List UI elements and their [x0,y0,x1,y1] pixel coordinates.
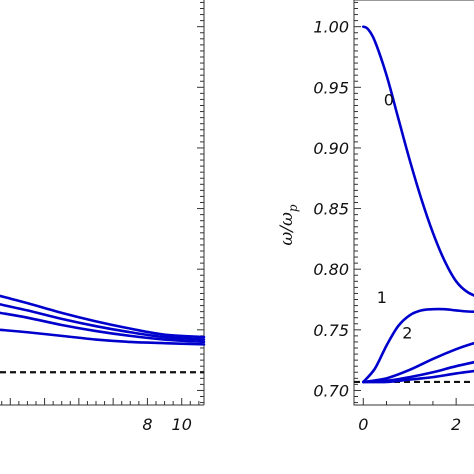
right-curve-label-1: 1 [377,288,387,307]
left-series-line-0 [0,294,206,339]
right-series-group [361,25,474,384]
right-ticks [354,1,457,405]
right-series-line-2 [361,341,474,384]
right-series-line-4 [361,369,474,384]
right-series-line-0 [361,25,474,297]
right-y-tick-label-0.75: 0.75 [313,321,349,340]
right-y-tick-label-0.90: 0.90 [313,139,349,158]
right-y-axis-title: ω/ωp [277,204,300,245]
y-axis-title-main: ω/ω [277,212,297,246]
left-x-tick-label-8: 8 [142,415,152,434]
left-plot-panel: 8 10 [0,0,206,434]
right-plot-panel: 0.70 0.75 0.80 0.85 0.90 0.95 1.00 0 2 0… [277,0,474,434]
right-y-tick-label-0.85: 0.85 [313,200,349,219]
right-y-tick-label-1.00: 1.00 [313,18,349,37]
left-x-tick-label-10: 10 [172,415,192,434]
right-curve-label-2: 2 [402,323,412,342]
right-y-tick-label-0.70: 0.70 [313,381,349,400]
right-y-tick-label-0.80: 0.80 [313,260,349,279]
svg-text:ω/ωp: ω/ωp [277,204,300,245]
right-curve-label-0: 0 [384,90,394,109]
left-series-group [0,294,206,346]
right-x-tick-label-2: 2 [451,415,461,434]
right-x-tick-label-0: 0 [358,415,368,434]
right-plot-frame [353,0,474,406]
right-series-line-1 [361,307,474,384]
left-series-line-1 [0,303,206,341]
left-series-line-2 [0,311,206,344]
left-series-line-3 [0,328,206,346]
y-axis-title-subscript: p [286,204,300,212]
right-y-tick-label-0.95: 0.95 [313,78,349,97]
